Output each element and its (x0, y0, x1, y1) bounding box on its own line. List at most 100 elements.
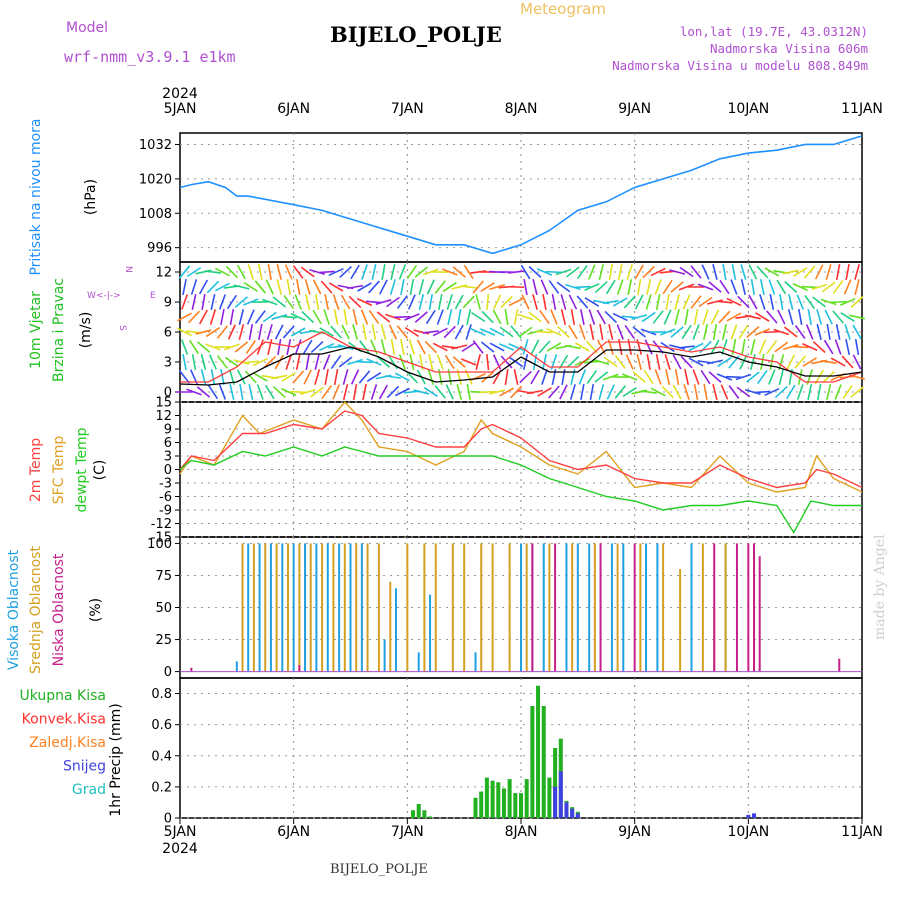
wind-barb (670, 326, 684, 338)
wind-barb (238, 309, 245, 325)
wind-barb (566, 355, 580, 369)
precip-legend-label: Zaledj.Kisa (29, 735, 106, 751)
wind-barb (820, 298, 837, 306)
wind-barb (492, 309, 502, 325)
wind-barb (452, 356, 466, 368)
wind-barb (302, 339, 313, 355)
wind-barb (744, 314, 761, 320)
bottom-year-label: 2024 (162, 841, 198, 857)
wind-barb (663, 309, 672, 325)
wind-barb (378, 384, 389, 400)
wind-barb (220, 368, 225, 386)
wind-barb (384, 375, 401, 379)
y-tick-label: 50 (155, 601, 172, 616)
precip-legend-label: Ukupna Kisa (19, 688, 106, 704)
wind-barb (322, 354, 331, 370)
wind-barb (699, 340, 712, 354)
cloud-bar (735, 543, 738, 672)
station-title: BIJELO_POLJE (330, 22, 502, 47)
wind-barb (589, 324, 595, 340)
wind-barb (267, 339, 273, 355)
wind-barb (570, 308, 576, 326)
wind-barb (358, 370, 371, 384)
wind-barb (760, 353, 765, 371)
wind-barb (782, 343, 799, 351)
y-tick-label: 3 (164, 450, 172, 465)
wind-barb (310, 340, 324, 354)
wind-barb (210, 368, 216, 386)
wind-barb (674, 309, 680, 325)
coords-label: lon,lat (19.7E, 43.0312N) (679, 24, 868, 39)
cloud-bar (366, 543, 369, 672)
wind-barb (187, 310, 201, 324)
cloud-bar (679, 569, 682, 672)
wind-barb (768, 369, 776, 385)
wind-barb (404, 326, 420, 338)
wind-barb (816, 309, 823, 325)
wind-barb (802, 357, 817, 367)
wind-barb (702, 324, 709, 340)
wind-barb (332, 384, 340, 400)
wind-barb (614, 355, 626, 369)
wind-barb (233, 359, 250, 365)
wind-barb (319, 327, 334, 337)
footer-station: BIJELO_POLJE (330, 862, 428, 877)
cloud-bar (639, 543, 642, 672)
wind-barb (622, 386, 637, 398)
wind-barb (788, 294, 794, 310)
wind-barb (703, 383, 708, 401)
wind-barb (352, 383, 358, 401)
wind-barb (659, 328, 676, 336)
pressure-axis-title: Pritisak na nivou mora (28, 118, 44, 275)
cloud-bar (383, 639, 386, 672)
wind-barb (238, 324, 245, 340)
wind-barb (424, 340, 437, 354)
wind-barb (407, 294, 416, 310)
wind-barb (177, 312, 192, 322)
wind-barb (551, 293, 557, 311)
wind-barb (196, 341, 211, 353)
wind-barb (368, 280, 380, 294)
wind-barb (332, 294, 340, 310)
wind-barb (697, 283, 714, 291)
wind-barb (854, 279, 860, 295)
wind-barb (339, 265, 352, 279)
wind-barb (504, 368, 509, 386)
wind-barb (295, 354, 301, 370)
wind-barb (624, 324, 635, 340)
wind-barb (423, 386, 438, 398)
wind-barb (718, 310, 731, 324)
wind-barb (674, 368, 680, 386)
wind-barb (312, 309, 322, 325)
wind-barb (418, 294, 425, 310)
wind-speed-line (179, 346, 863, 386)
wind-barb (276, 279, 283, 295)
wind-barb (577, 265, 588, 279)
precip-bar (519, 793, 523, 818)
cloud-bar (480, 543, 483, 672)
wind-barb (665, 369, 671, 385)
wind-barb (832, 310, 844, 324)
wind-barb (292, 370, 305, 384)
wind-barb (434, 280, 446, 294)
wind-barb (854, 338, 860, 356)
y-tick-label: 1020 (139, 172, 172, 187)
wind-barb (380, 324, 387, 340)
bottom-date-tick: 7JAN (391, 824, 424, 840)
wind-barb (830, 300, 847, 304)
cloud-bar (241, 543, 244, 672)
wind-barb (680, 355, 693, 369)
wind-barb (817, 383, 822, 401)
wind-barb (522, 354, 529, 370)
wind-barb (748, 264, 758, 280)
wind-barb (489, 342, 505, 352)
precip-bar (524, 779, 529, 818)
cloud-bar (275, 543, 278, 672)
wind-barb (492, 354, 502, 370)
elevation-label: Nadmorska Visina 606m (709, 41, 868, 56)
wind-barb (783, 326, 798, 338)
cloud-bar (298, 543, 301, 672)
sfc-temp-axis-title: SFC Temp (51, 436, 67, 505)
wind-barb (314, 369, 321, 385)
wind-barb (314, 354, 320, 370)
